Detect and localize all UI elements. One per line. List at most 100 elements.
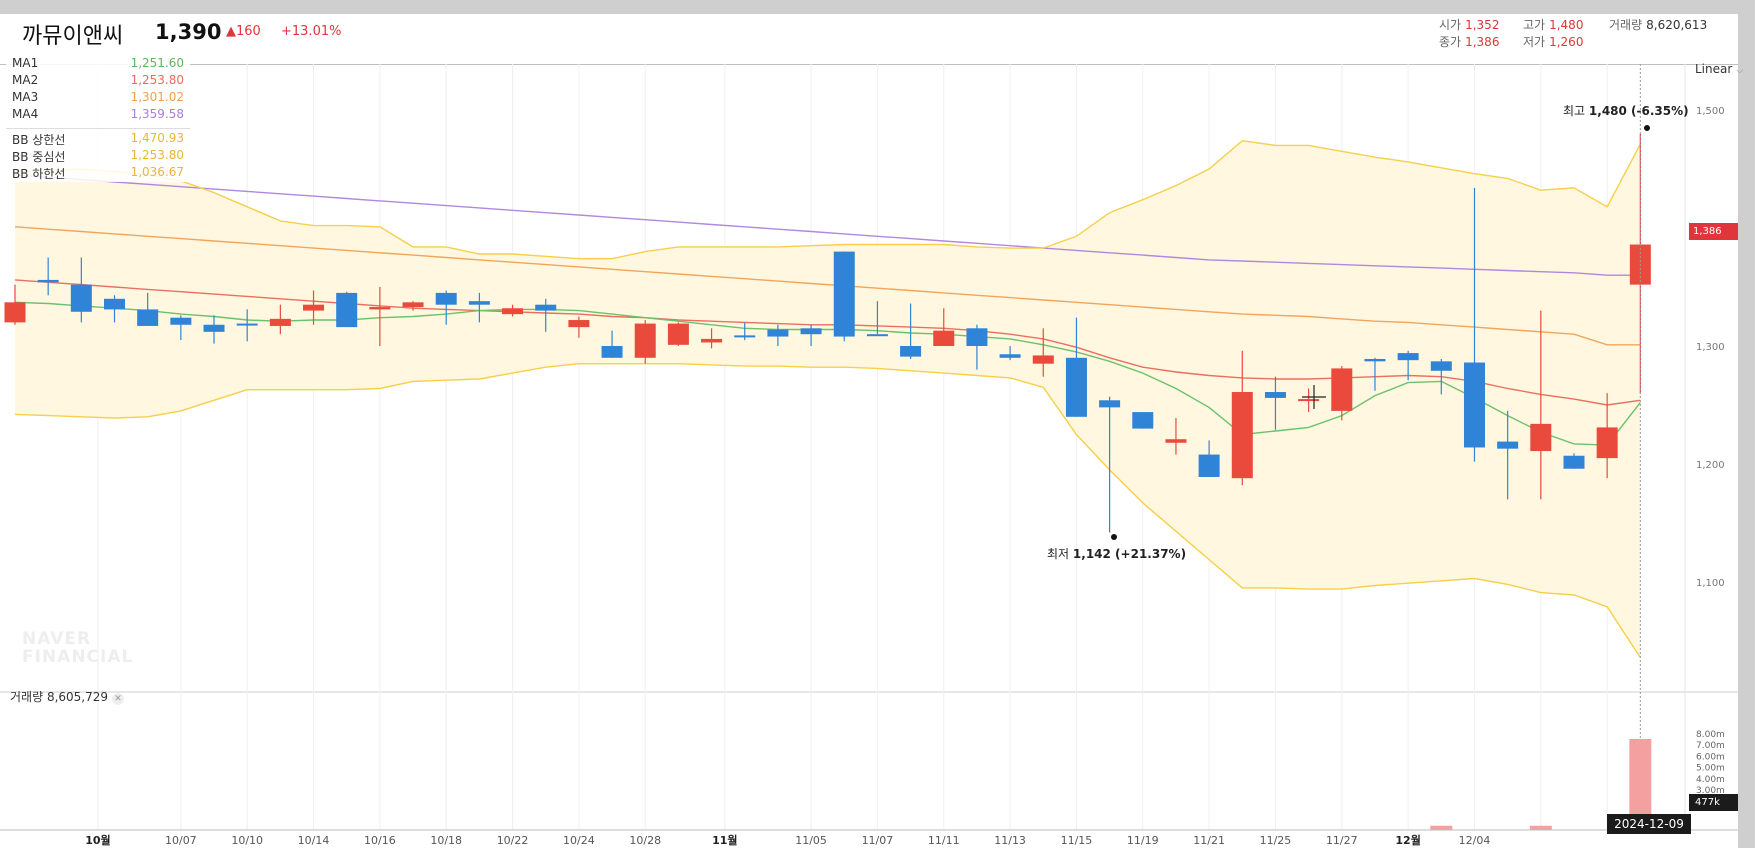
price-tick-label: 1,500 [1696, 106, 1725, 117]
bb-upper-line [14, 139, 1641, 260]
candle [37, 257, 59, 296]
price-change-percent: +13.01% [281, 24, 342, 39]
candle-body [634, 323, 656, 358]
low-annotation: 최저 1,142 (+21.37%) [1047, 547, 1187, 561]
candle [800, 324, 822, 346]
candle-body [203, 324, 225, 332]
candle [369, 287, 391, 346]
time-tick-label: 10/24 [563, 834, 595, 847]
low-price: 저가 1,260 [1523, 35, 1584, 49]
candle-body [1563, 455, 1585, 469]
candle-body [1065, 357, 1087, 417]
candle [137, 292, 159, 326]
time-tick-label: 11월 [712, 833, 737, 847]
candle-body [701, 338, 723, 343]
candle-body [1596, 427, 1618, 459]
price-tick-label: 1,300 [1696, 342, 1725, 353]
naver-financial-watermark: NAVER FINANCIAL [22, 629, 134, 667]
time-tick-label: 11/05 [795, 834, 827, 847]
candle-body [933, 330, 955, 346]
candle [502, 304, 524, 317]
candle [269, 304, 291, 335]
scale-mode-label: Linear [1695, 62, 1733, 76]
scale-mode-dropdown[interactable]: Linear ⌵ [1695, 62, 1743, 76]
candle-body [1132, 412, 1154, 429]
time-tick-label: 10월 [85, 833, 110, 847]
candle [203, 315, 225, 344]
time-tick-label: 10/16 [364, 834, 396, 847]
candle-body [1364, 358, 1386, 362]
price-change: ▲160 [226, 24, 261, 39]
legend-bb-upper: BB 상한선 1,470.93 [12, 131, 184, 147]
candle [4, 284, 26, 325]
candle [833, 251, 855, 342]
candle-body [1463, 362, 1485, 448]
candle [1298, 388, 1320, 413]
candle [701, 328, 723, 349]
indicator-legend: MA1 1,251.60 MA2 1,253.80 MA3 1,301.02 MA4 1… [6, 56, 190, 182]
open-price: 시가 1,352 [1439, 18, 1500, 32]
candle [1099, 396, 1121, 533]
candle-body [4, 302, 26, 323]
crosshair-date-tag: 2024-12-09 [1607, 814, 1691, 834]
candle-body [468, 301, 490, 305]
candle [966, 324, 988, 370]
candle-body [1099, 400, 1121, 408]
candle [1497, 410, 1519, 500]
price-tick-label: 1,200 [1696, 460, 1725, 471]
current-price: 1,390 [155, 20, 222, 44]
candle [1563, 453, 1585, 469]
time-tick-label: 12/04 [1459, 834, 1491, 847]
ma4-line [14, 174, 1641, 276]
candle-body [734, 335, 756, 338]
candle [236, 309, 258, 342]
time-tick-label: 11/15 [1061, 834, 1093, 847]
time-tick-label: 11/21 [1193, 834, 1225, 847]
stock-name: 까뮤이앤씨 [22, 24, 124, 49]
candle-body [70, 284, 92, 312]
high-annotation: 최고 1,480 (-6.35%) [1563, 104, 1689, 118]
candle [170, 315, 192, 341]
candle-body [999, 354, 1021, 358]
time-tick-label: 11/07 [862, 834, 894, 847]
candle-body [1331, 368, 1353, 411]
time-tick-label: 10/10 [231, 834, 263, 847]
volume-tick-label: 8.00m [1696, 730, 1725, 740]
low-marker-dot [1111, 534, 1117, 540]
candle-body [336, 292, 358, 328]
time-tick-label: 10/28 [629, 834, 661, 847]
price-tick-label: 1,100 [1696, 578, 1725, 589]
time-tick-label: 12월 [1395, 833, 1420, 847]
volume-tick-label: 5.00m [1696, 764, 1725, 774]
candle-body [601, 346, 623, 358]
candle [535, 298, 557, 332]
ma2-line [14, 279, 1641, 406]
crosshair-volume-tag: 477k [1689, 794, 1738, 811]
candle-body [104, 298, 126, 310]
ma3-line [14, 226, 1641, 346]
candle-body [269, 318, 291, 326]
volume-tick-label: 4.00m [1696, 775, 1725, 785]
candle [104, 295, 126, 323]
candle-body [1165, 439, 1187, 443]
candle [70, 257, 92, 323]
candle-body [866, 334, 888, 337]
candle-body [800, 328, 822, 335]
legend-bb-lower: BB 하한선 1,036.67 [12, 165, 184, 181]
close-icon[interactable]: ✕ [112, 693, 125, 705]
bollinger-band-fill [15, 140, 1641, 658]
candle-body [1397, 353, 1419, 361]
candle-body [535, 304, 557, 311]
candle [999, 346, 1021, 361]
crosshair-price-tag: 1,386 [1689, 223, 1738, 240]
volume-tick-label: 6.00m [1696, 752, 1725, 762]
candle [303, 290, 325, 325]
time-tick-label: 11/13 [994, 834, 1026, 847]
time-tick-label: 11/25 [1260, 834, 1292, 847]
candle [336, 291, 358, 328]
candle-body [369, 307, 391, 310]
candle [900, 303, 922, 359]
candle [1132, 412, 1154, 429]
candle [1596, 393, 1618, 479]
